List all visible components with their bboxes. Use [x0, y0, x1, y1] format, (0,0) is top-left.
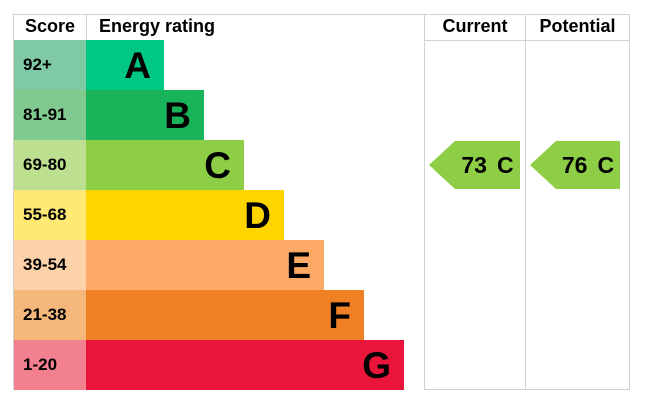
- potential-column-divider: [525, 14, 526, 390]
- band-bar-b: B: [86, 90, 204, 140]
- rating-bands: 92+ A 81-91 B 69-80 C 55-68 D 39-54 E 21-38 F 1-20 G: [14, 40, 630, 390]
- energy-rating-header: Energy rating: [99, 16, 216, 36]
- current-header: Current: [442, 16, 508, 36]
- band-score-range: 21-38: [14, 290, 86, 340]
- score-column-divider: [86, 14, 87, 40]
- frame-bottom-border: [424, 389, 630, 390]
- band-row-f: 21-38 F: [14, 290, 630, 340]
- frame-right-border: [629, 14, 630, 390]
- frame-top-border: [13, 14, 630, 15]
- band-bar-f: F: [86, 290, 364, 340]
- band-bar-g: G: [86, 340, 404, 390]
- band-row-g: 1-20 G: [14, 340, 630, 390]
- current-rating-band: C: [496, 151, 514, 178]
- band-score-range: 39-54: [14, 240, 86, 290]
- header-bottom-border: [424, 40, 630, 41]
- band-score-range: 92+: [14, 40, 86, 90]
- band-bar-a: A: [86, 40, 164, 90]
- score-header: Score: [24, 16, 76, 36]
- band-score-range: 55-68: [14, 190, 86, 240]
- frame-left-border: [13, 14, 14, 390]
- potential-header: Potential: [539, 16, 616, 36]
- potential-rating-value: 76: [561, 151, 588, 178]
- band-bar-c: C: [86, 140, 244, 190]
- band-bar-d: D: [86, 190, 284, 240]
- current-rating-value: 73: [461, 151, 487, 178]
- band-bar-e: E: [86, 240, 324, 290]
- band-row-e: 39-54 E: [14, 240, 630, 290]
- current-column-divider: [424, 14, 425, 390]
- band-row-b: 81-91 B: [14, 90, 630, 140]
- potential-rating-band: C: [597, 151, 615, 178]
- band-row-c: 69-80 C: [14, 140, 630, 190]
- band-row-d: 55-68 D: [14, 190, 630, 240]
- band-score-range: 81-91: [14, 90, 86, 140]
- band-score-range: 1-20: [14, 340, 86, 390]
- band-score-range: 69-80: [14, 140, 86, 190]
- band-row-a: 92+ A: [14, 40, 630, 90]
